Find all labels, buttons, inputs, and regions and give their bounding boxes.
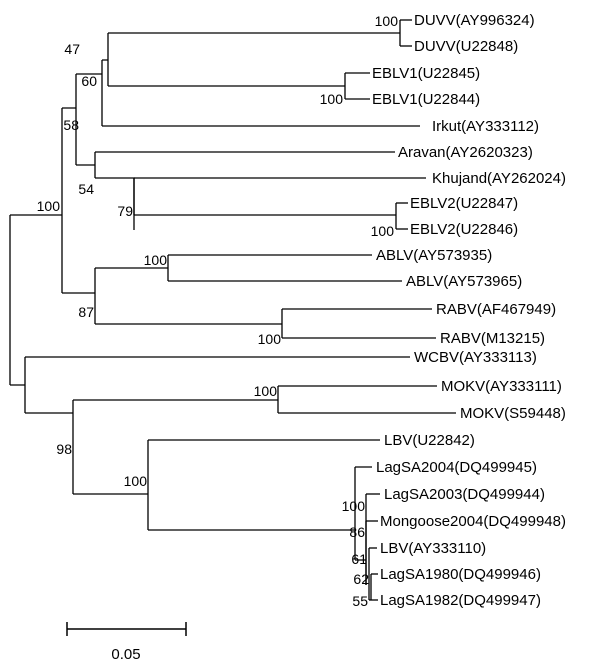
bootstrap-value: 100 <box>144 252 168 268</box>
branch-lagos-group <box>148 467 356 560</box>
leaf-label: Irkut(AY333112) <box>432 118 539 135</box>
scale-bar-line <box>66 622 187 636</box>
leaf-label: DUVV(U22848) <box>414 38 518 55</box>
bootstrap-value: 79 <box>117 203 133 219</box>
branch-wcbv-lagos-clade <box>10 357 26 413</box>
branch-clade-b <box>62 268 96 324</box>
bootstrap-value: 62 <box>353 571 369 587</box>
scale-bar: 0.05 <box>66 622 187 663</box>
bootstrap-value: 61 <box>351 551 367 567</box>
bootstrap-value: 100 <box>254 383 278 399</box>
bootstrap-value: 100 <box>371 223 395 239</box>
bootstrap-value: 60 <box>81 73 97 89</box>
leaf-label: EBLV1(U22845) <box>372 65 480 82</box>
leaf-label: LagSA2003(DQ499944) <box>384 486 545 503</box>
leaf-label: LagSA1982(DQ499947) <box>380 592 541 609</box>
branch-duvv-ebvl1 <box>102 33 109 86</box>
bootstrap-value: 100 <box>320 91 344 107</box>
branch-ebvl2 <box>134 203 397 229</box>
leaf-label: Aravan(AY2620323) <box>398 144 533 161</box>
leaf-label: LagSA1980(DQ499946) <box>380 566 541 583</box>
branch-aravan-khujand-ebvl2 <box>76 152 96 178</box>
branch-rabv <box>95 309 283 338</box>
branch-ablv <box>95 255 169 281</box>
branch-lbv-lagos <box>73 440 149 530</box>
bootstrap-value: 55 <box>352 593 368 609</box>
leaf-label: EBLV2(U22847) <box>410 195 518 212</box>
bootstrap-value: 100 <box>342 498 366 514</box>
bootstrap-value: 87 <box>78 304 94 320</box>
leaf-labels: DUVV(AY996324) DUVV(U22848) EBLV1(U22845… <box>372 12 566 609</box>
branch-clade-c <box>25 400 74 494</box>
leaf-label: LBV(AY333110) <box>380 540 486 557</box>
bootstrap-values: 100 47 60 100 58 54 79 100 100 100 87 10… <box>37 13 399 609</box>
branch-lyssa-clade <box>10 108 63 293</box>
leaf-label: LBV(U22842) <box>384 432 475 449</box>
leaf-label: WCBV(AY333113) <box>414 349 537 366</box>
branch-clade-a <box>62 74 77 165</box>
bootstrap-value: 100 <box>124 473 148 489</box>
bootstrap-value: 86 <box>349 524 365 540</box>
leaf-label: RABV(AF467949) <box>436 301 556 318</box>
branch-duvv-ebvl1-irkut <box>76 60 103 126</box>
bootstrap-value: 98 <box>56 441 72 457</box>
leaf-label: EBLV2(U22846) <box>410 221 518 238</box>
leaf-label: RABV(M13215) <box>440 330 545 347</box>
scale-bar-label: 0.05 <box>111 646 140 663</box>
leaf-label: DUVV(AY996324) <box>414 12 535 29</box>
leaf-label: Khujand(AY262024) <box>432 170 566 187</box>
tree-branches <box>9 19 456 601</box>
bootstrap-value: 100 <box>37 198 61 214</box>
leaf-label: EBLV1(U22844) <box>372 91 480 108</box>
bootstrap-value: 100 <box>258 331 282 347</box>
leaf-label: Mongoose2004(DQ499948) <box>380 513 566 530</box>
bootstrap-value: 54 <box>78 181 94 197</box>
branch-ebvl1 <box>108 73 346 99</box>
leaf-label: ABLV(AY573935) <box>376 247 492 264</box>
leaf-label: MOKV(AY333111) <box>441 378 562 395</box>
branch-duvv <box>108 20 401 46</box>
leaf-label: LagSA2004(DQ499945) <box>376 459 537 476</box>
branch-mokv <box>73 386 279 413</box>
leaf-label: ABLV(AY573965) <box>406 273 522 290</box>
leaf-label: MOKV(S59448) <box>460 405 566 422</box>
bootstrap-value: 47 <box>64 41 80 57</box>
bootstrap-value: 100 <box>375 13 399 29</box>
bootstrap-value: 58 <box>63 117 79 133</box>
